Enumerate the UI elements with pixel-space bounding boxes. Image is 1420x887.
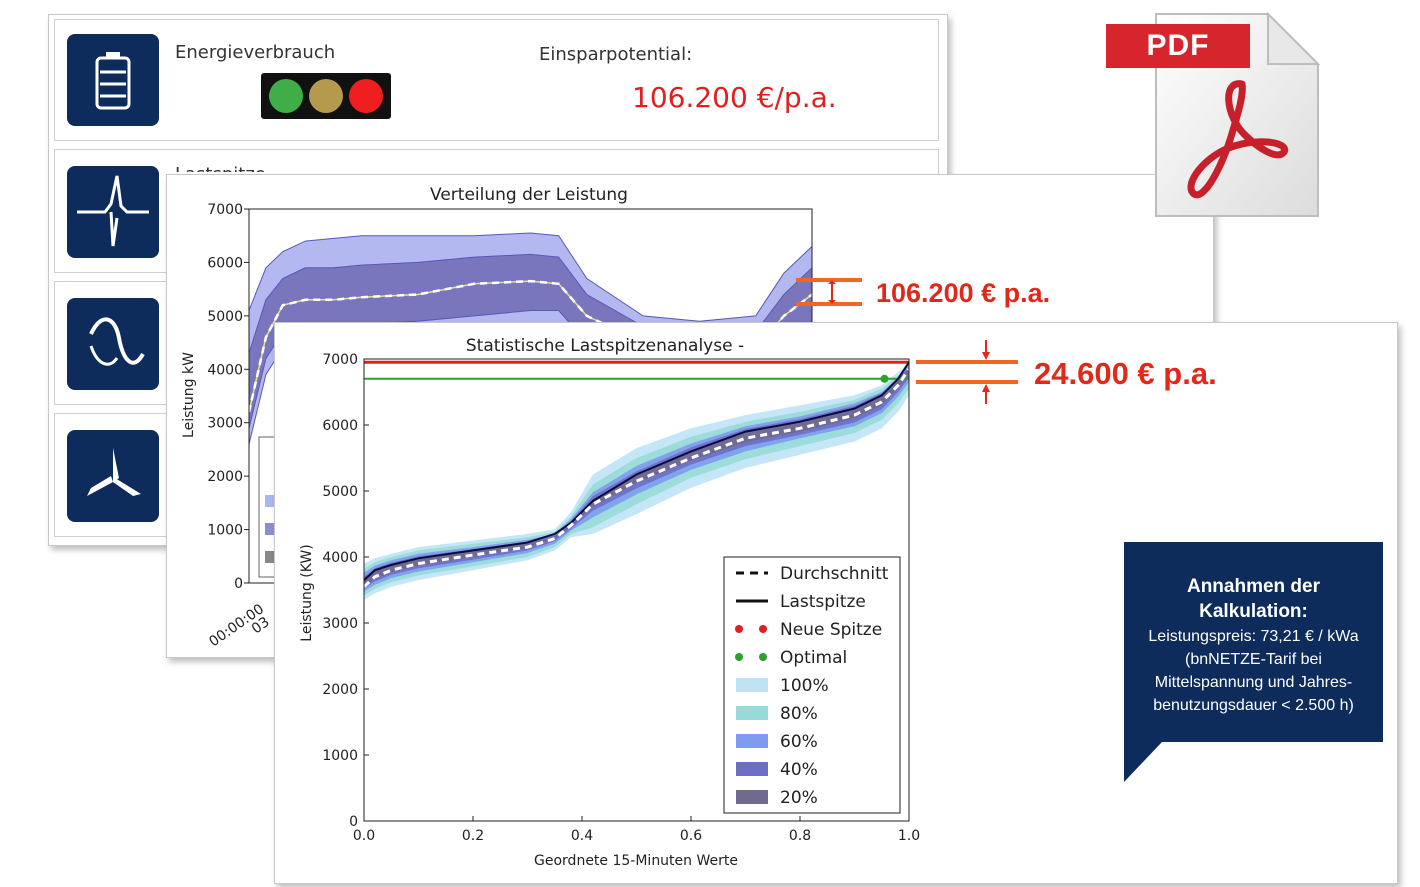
x-tick-label: 0.8 (789, 828, 811, 844)
chart-title: Verteilung der Leistung (430, 185, 628, 205)
x-tick-label: 0.6 (680, 828, 702, 844)
legend-swatch-band (736, 762, 768, 776)
x-ticks: 0.0 0.2 0.4 0.6 0.8 1.0 (353, 816, 920, 844)
y-tick-label: 2000 (322, 682, 358, 698)
savings-marker-2 (916, 340, 1018, 404)
chart-lines (362, 361, 911, 588)
y-tick-label: 3000 (322, 616, 358, 632)
note-body-line: benutzungsdauer < 2.500 h) (1153, 697, 1354, 714)
chart-frame (363, 358, 910, 822)
calculation-note: Annahmen der Kalkulation: Leistungspreis… (1124, 542, 1383, 742)
y-tick-label: 1000 (207, 523, 243, 539)
battery-icon[interactable] (67, 34, 159, 126)
note-body-line: Leistungspreis: 73,21 € / kWa (1148, 628, 1359, 645)
legend-swatch-fragment (265, 495, 275, 507)
chart-legend: Durchschnitt Lastspitze Neue Spitze Optimal… (723, 556, 901, 814)
legend-label: Durchschnitt (780, 564, 889, 584)
note-body: Leistungspreis: 73,21 € / kWa (bnNETZE-T… (1124, 625, 1383, 717)
x-tick-label: 1.0 (898, 828, 920, 844)
savings-annotation-1: 106.200 € p.a. (876, 278, 1051, 308)
x-tick-label: 0.0 (353, 828, 375, 844)
note-title-line: Kalkulation: (1199, 601, 1308, 622)
y-tick-label: 6000 (207, 255, 243, 271)
legend-label: Optimal (780, 648, 847, 668)
pdf-download[interactable]: PDF (1104, 10, 1326, 226)
note-title-line: Annahmen der (1186, 576, 1321, 597)
legend-swatch-band (736, 734, 768, 748)
y-tick-label: 4000 (322, 550, 358, 566)
savings-annotation-2: 24.600 € p.a. (1034, 356, 1217, 391)
legend-label: Neue Spitze (780, 620, 882, 640)
savings-marker-1 (796, 278, 862, 306)
y-axis-label: Leistung (KW) (299, 544, 315, 641)
y-tick-label: 6000 (322, 418, 358, 434)
legend-label: 20% (780, 788, 818, 808)
spike-icon[interactable] (67, 166, 159, 258)
y-tick-label: 5000 (322, 484, 358, 500)
legend-swatch-dot (759, 625, 767, 633)
traffic-light-green (269, 79, 303, 113)
y-tick-label: 0 (234, 576, 243, 592)
note-body-line: (bnNETZE-Tarif bei (1185, 651, 1322, 668)
legend-swatch-band (736, 706, 768, 720)
legend-swatch-fragment (265, 551, 275, 563)
y-tick-label: 2000 (207, 469, 243, 485)
legend-label: 80% (780, 704, 818, 724)
legend-label: 60% (780, 732, 818, 752)
legend-label: 100% (780, 676, 829, 696)
legend-swatch-dot (735, 625, 743, 633)
x-tick-label: 0.4 (571, 828, 593, 844)
y-tick-label: 4000 (207, 362, 243, 378)
legend-swatch-dot (735, 653, 743, 661)
series-mean-line (362, 368, 911, 588)
x-tick-label: 0.2 (462, 828, 484, 844)
energy-row: Energieverbrauch Einsparpotential: 106.2… (54, 19, 939, 141)
rotor-icon[interactable] (67, 430, 159, 522)
peak-analysis-chart: Statistische Lastspitzenanalyse - 0 1000 2… (299, 336, 920, 869)
legend-swatch-dot (759, 653, 767, 661)
note-title: Annahmen der Kalkulation: (1124, 574, 1383, 624)
y-tick-label: 7000 (322, 352, 358, 368)
y-ticks: 0 1000 2000 3000 4000 5000 6000 7000 (207, 202, 249, 592)
chart-title: Statistische Lastspitzenanalyse - (466, 336, 744, 356)
note-body-line: Mittelspannung und Jahres- (1154, 674, 1353, 691)
wave-icon[interactable] (67, 298, 159, 390)
y-tick-label: 1000 (322, 748, 358, 764)
peak-label-partial: Lastspitze (175, 164, 266, 172)
legend-swatch-band (736, 790, 768, 804)
legend-swatch-band (736, 678, 768, 692)
y-tick-label: 7000 (207, 202, 243, 218)
legend-swatch-fragment (265, 523, 275, 535)
energy-label: Energieverbrauch (175, 42, 336, 63)
y-axis-label: Leistung kW (181, 352, 197, 438)
note-tail (1124, 742, 1162, 782)
band-20 (364, 368, 909, 586)
y-ticks: 0 1000 2000 3000 4000 5000 6000 7000 (322, 352, 369, 830)
legend-label: 40% (780, 760, 818, 780)
traffic-light (261, 73, 391, 119)
reference-lines (364, 360, 909, 383)
y-tick-label: 5000 (207, 309, 243, 325)
traffic-light-red (349, 79, 383, 113)
savings-value: 106.200 €/p.a. (632, 81, 837, 114)
optimal-point (880, 374, 889, 383)
peak-analysis-chart-card: Statistische Lastspitzenanalyse - 0 1000 2… (274, 322, 1398, 884)
y-tick-label: 0 (349, 814, 358, 830)
pdf-label: PDF (1106, 24, 1250, 68)
traffic-light-yellow (309, 79, 343, 113)
savings-label: Einsparpotential: (539, 44, 693, 65)
y-tick-label: 3000 (207, 416, 243, 432)
legend-label: Lastspitze (780, 592, 866, 612)
x-axis-label: Geordnete 15-Minuten Werte (534, 853, 738, 869)
series-peak-line (363, 361, 910, 581)
